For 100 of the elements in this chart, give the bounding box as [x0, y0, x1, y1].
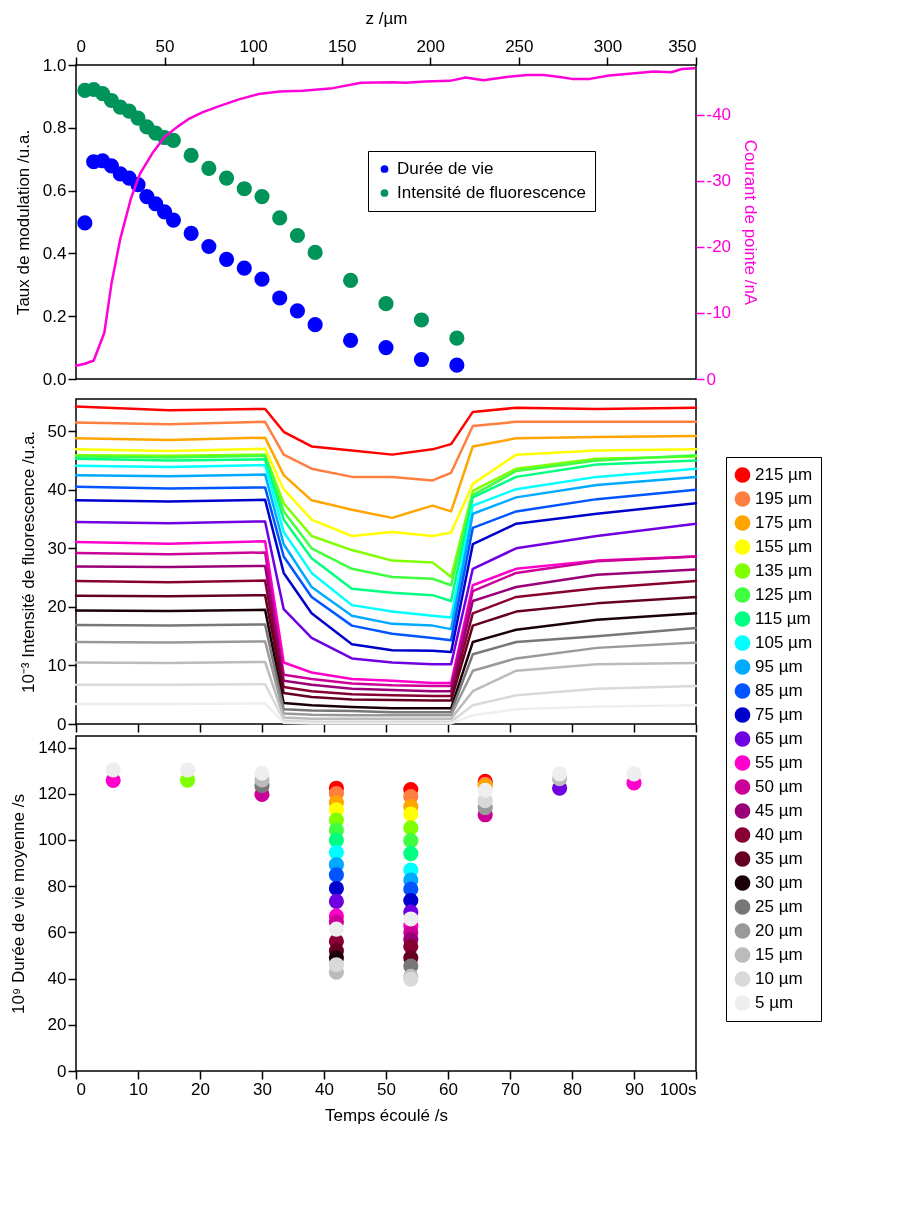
legend-label: 175 µm — [755, 513, 813, 532]
legend-label: 50 µm — [755, 777, 803, 796]
point — [378, 296, 394, 312]
x-tick-label: 150 — [328, 36, 357, 56]
point — [289, 303, 306, 319]
y-tick-label: 60 — [47, 922, 67, 942]
y-axis-title: 10⁹ Durée de vie moyenne /s — [9, 794, 29, 1014]
point — [236, 181, 252, 197]
line-series — [74, 447, 698, 538]
y-tick-label: 0 — [57, 714, 67, 734]
x-tick-label: 50 — [377, 1079, 396, 1099]
x-tick-label: 30 — [253, 1079, 272, 1099]
line-series — [74, 682, 698, 723]
point — [403, 820, 419, 836]
point — [449, 330, 465, 346]
y-axis-title: 10⁻³ Intensité de fluorescence /u.a. — [18, 430, 38, 694]
legend-label: 75 µm — [755, 705, 803, 724]
y2-tick-label: -40 — [706, 105, 732, 125]
point — [328, 893, 344, 909]
point — [403, 911, 419, 927]
x-tick-label: 20 — [191, 1079, 210, 1099]
line-series — [74, 608, 698, 710]
legend-label: 95 µm — [755, 657, 803, 676]
y2-tick-label: -10 — [706, 303, 732, 323]
legend-label: 35 µm — [755, 849, 803, 868]
legend-label: 155 µm — [755, 537, 813, 556]
y2-tick-label: -30 — [706, 171, 732, 191]
legend-label: Intensité de fluorescence — [397, 183, 587, 202]
y-tick-label: 30 — [47, 538, 67, 558]
y2-tick-label: -20 — [706, 237, 732, 257]
point — [328, 880, 344, 897]
point — [403, 846, 419, 862]
x-tick-label: 0 — [76, 1079, 86, 1099]
point — [254, 765, 270, 781]
line-series — [74, 405, 698, 456]
point — [201, 160, 217, 176]
y-tick-label: 80 — [47, 876, 67, 896]
legend-label: 105 µm — [755, 633, 813, 652]
point — [449, 357, 465, 373]
point — [180, 762, 196, 778]
x-tick-label: 10 — [129, 1079, 148, 1099]
y-tick-label: 0.2 — [42, 306, 67, 326]
y-tick-label: 40 — [47, 480, 67, 500]
y-tick-label: 20 — [47, 597, 67, 617]
point — [626, 766, 642, 782]
point — [165, 132, 182, 148]
legend-label: 5 µm — [755, 993, 794, 1012]
x-tick-label: 0 — [76, 36, 86, 56]
line-series — [74, 520, 698, 666]
legend-label: 125 µm — [755, 585, 813, 604]
legend-label: 15 µm — [755, 945, 803, 964]
point — [254, 189, 270, 205]
legend-label: 55 µm — [755, 753, 803, 772]
y-tick-label: 40 — [47, 969, 67, 989]
point — [378, 340, 394, 356]
point — [307, 244, 323, 261]
legend-label: 115 µm — [755, 609, 811, 628]
point — [328, 921, 344, 937]
point — [218, 170, 235, 186]
x-tick-label: 100 — [239, 36, 268, 56]
legend-label: 20 µm — [755, 921, 803, 940]
point — [552, 766, 568, 782]
y-tick-label: 0.0 — [42, 369, 67, 389]
y-tick-label: 0.6 — [42, 181, 67, 201]
x-axis-title: z /µm — [365, 8, 408, 28]
x-tick-label: 350 — [668, 36, 697, 56]
point — [272, 210, 288, 226]
point — [342, 332, 359, 348]
point — [328, 867, 344, 883]
legend-label: 135 µm — [755, 561, 813, 580]
line-series — [74, 420, 698, 482]
point — [307, 317, 323, 333]
y-tick-label: 140 — [38, 738, 67, 758]
x-tick-label: 200 — [416, 36, 445, 56]
y-tick-label: 100 — [38, 830, 67, 850]
point — [218, 251, 235, 267]
point — [272, 290, 288, 306]
point — [183, 147, 199, 163]
legend-label: Durée de vie — [397, 159, 494, 178]
line-series — [74, 660, 698, 720]
legend-label: 65 µm — [755, 729, 803, 748]
point — [477, 782, 493, 798]
point — [289, 227, 306, 244]
x-tick-label: 80 — [563, 1079, 582, 1099]
legend-label: 40 µm — [755, 825, 803, 844]
x-tick-label: 70 — [501, 1079, 520, 1099]
legend-label: 45 µm — [755, 801, 803, 820]
y-tick-label: 0.8 — [42, 118, 67, 138]
y2-tick-label: 0 — [706, 369, 716, 389]
y-tick-label: 1.0 — [42, 55, 67, 75]
line-series — [74, 702, 698, 725]
y-axis-title: Taux de modulation /u.a. — [13, 129, 33, 316]
x-tick-label: 300 — [593, 36, 623, 56]
legend-label: 85 µm — [755, 681, 803, 700]
point — [413, 351, 430, 368]
y-tick-label: 10 — [47, 655, 67, 675]
x-tick-label: 40 — [315, 1079, 334, 1099]
point — [77, 215, 93, 231]
point — [328, 957, 344, 973]
point — [413, 312, 430, 328]
